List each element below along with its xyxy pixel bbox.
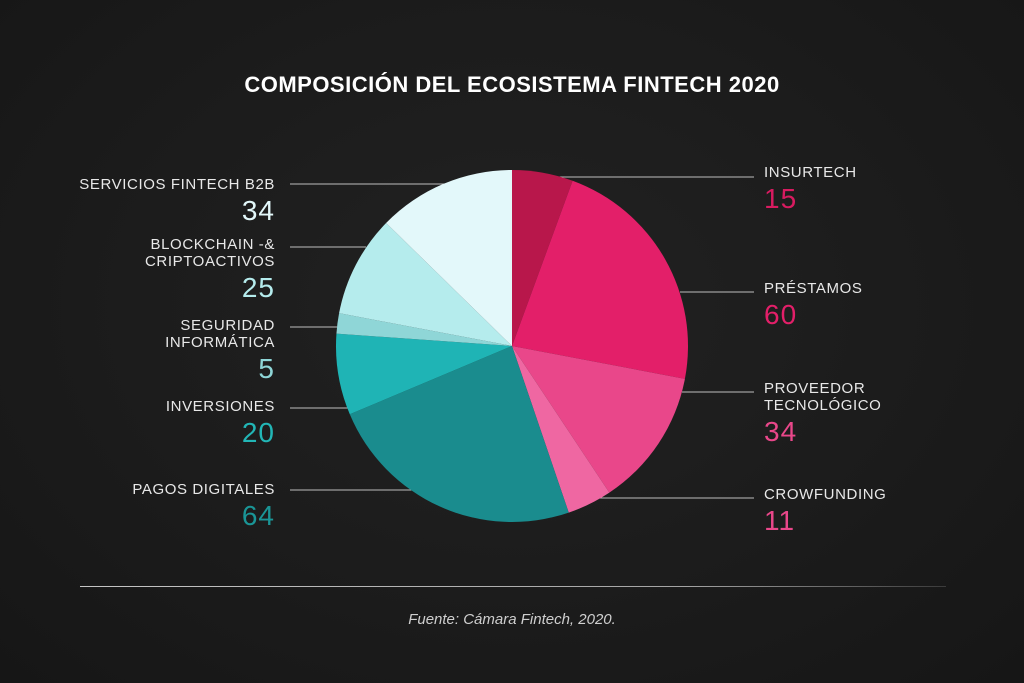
- slice-label: INVERSIONES: [165, 398, 275, 415]
- slice-label: PAGOS DIGITALES: [132, 481, 275, 498]
- pie-slice-crowfunding: [512, 346, 610, 513]
- slice-label: SERVICIOS FINTECH B2B: [79, 176, 275, 193]
- slice-label: BLOCKCHAIN -& CRIPTOACTIVOS: [144, 236, 275, 270]
- pie-slice-seguridad-inform-tica: [336, 313, 512, 346]
- slice-label: INSURTECH: [764, 164, 857, 181]
- slice-value: 15: [764, 183, 798, 214]
- slice-value: 34: [764, 416, 798, 447]
- pie-slice-inversiones: [336, 333, 512, 415]
- pie-slice-pagos-digitales: [349, 346, 569, 523]
- pie-slice-proveedor-tecnol-gico: [512, 346, 685, 493]
- slice-value: 64: [241, 500, 275, 531]
- pie-slice-pr-stamos: [512, 180, 688, 379]
- slice-label: SEGURIDAD INFORMÁTICA: [165, 317, 275, 351]
- chart-title: COMPOSICIÓN DEL ECOSISTEMA FINTECH 2020: [244, 72, 780, 97]
- slice-value: 60: [764, 299, 798, 330]
- slice-value: 5: [258, 353, 275, 384]
- source-note: Fuente: Cámara Fintech, 2020.: [408, 611, 616, 628]
- pie-slice-blockchain-criptoactivos: [339, 223, 512, 346]
- slice-value: 11: [764, 505, 796, 536]
- slice-value: 34: [241, 195, 275, 226]
- slice-value: 20: [241, 417, 275, 448]
- slice-value: 25: [241, 272, 275, 303]
- divider-line: [80, 586, 946, 587]
- pie-slice-servicios-fintech-b2b: [386, 170, 512, 346]
- slice-label: PRÉSTAMOS: [764, 280, 863, 297]
- slice-label: PROVEEDOR TECNOLÓGICO: [764, 380, 882, 414]
- slice-label: CROWFUNDING: [764, 486, 887, 503]
- pie-slice-insurtech: [512, 170, 573, 346]
